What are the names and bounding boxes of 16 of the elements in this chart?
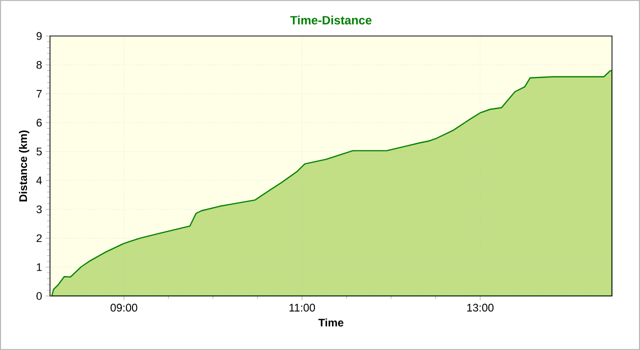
- y-tick-label: 5: [36, 148, 42, 156]
- y-tick-label: 8: [36, 61, 42, 69]
- y-axis-title: Distance (km): [18, 130, 30, 202]
- y-tick-label: 3: [36, 205, 42, 214]
- y-tick-label: 6: [36, 118, 42, 127]
- y-tick-label: 9: [36, 32, 42, 40]
- x-tick-label: 11:00: [290, 304, 315, 312]
- y-tick-label: 7: [36, 90, 42, 98]
- y-tick-label: 0: [36, 292, 42, 300]
- x-tick-label: 13:00: [467, 304, 494, 312]
- y-tick-label: 1: [36, 263, 42, 271]
- x-axis-title: Time: [318, 318, 344, 327]
- x-tick-label: 09:00: [110, 304, 138, 312]
- y-tick-label: 4: [36, 176, 42, 184]
- chart-title: Time-Distance: [290, 16, 372, 24]
- y-tick-label: 2: [36, 234, 42, 242]
